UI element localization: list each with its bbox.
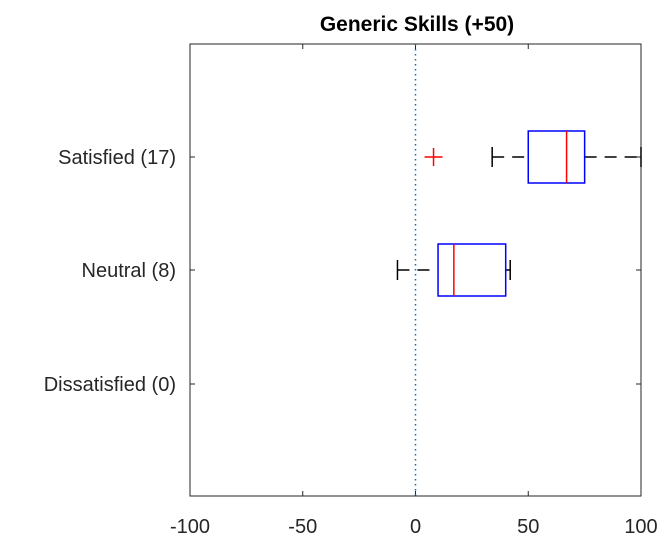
y-category-label: Satisfied (17) (58, 147, 176, 169)
x-tick-label: 100 (624, 516, 657, 538)
x-tick-label: 0 (410, 516, 421, 538)
plot-area: -100 -50 0 50 100 Satisfied (17) Neutral (8) Di… (44, 43, 658, 538)
x-tick-label: 50 (517, 516, 539, 538)
x-tick-label: -50 (288, 516, 317, 538)
iqr-box (437, 243, 507, 297)
y-category-label: Neutral (8) (82, 260, 176, 282)
iqr-box (527, 130, 586, 184)
y-category-label: Dissatisfied (0) (44, 374, 176, 396)
chart-title: Generic Skills (+50) (320, 13, 514, 36)
x-tick-label: -100 (170, 516, 210, 538)
